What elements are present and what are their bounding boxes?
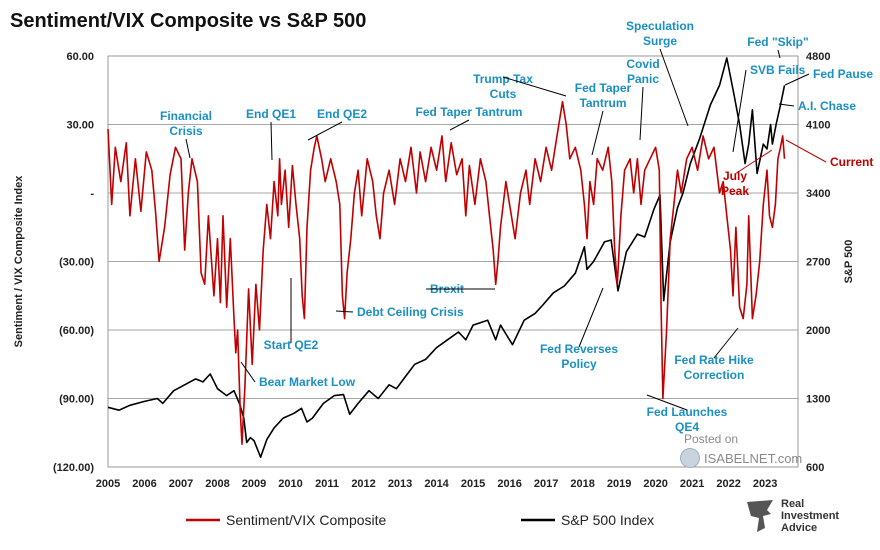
- y-right-tick-label: 4800: [806, 51, 830, 63]
- plot-frame: [107, 55, 799, 468]
- x-tick-label: 2006: [132, 478, 156, 490]
- x-tick-label: 2014: [424, 478, 449, 490]
- annotation-arrow: [335, 310, 354, 313]
- legend-entry-sp500-label: S&P 500 Index: [561, 512, 654, 528]
- brand-line1: Real: [781, 498, 805, 510]
- annotation-arrow: [270, 121, 273, 161]
- y-left-axis-label: Sentiment / VIX Composite Index: [13, 175, 25, 348]
- annotation-label: Start QE2: [264, 338, 319, 352]
- x-tick-label: 2010: [278, 478, 302, 490]
- y-right-tick-label: 2000: [806, 325, 830, 337]
- watermark: Posted on ISABELNET.com: [680, 432, 802, 468]
- watermark-line2: ISABELNET.com: [704, 450, 803, 466]
- annotation-arrow: [639, 86, 644, 141]
- annotation-label: Debt Ceiling Crisis: [357, 305, 464, 319]
- series-line-sentiment: [107, 100, 786, 445]
- y-left-tick-label: 30.00: [66, 120, 94, 132]
- annotation-label: Speculation Surge: [626, 19, 694, 48]
- axis-labels: Sentiment / VIX Composite Index S&P 500: [13, 175, 855, 348]
- y-left-tick-label: (30.00): [59, 257, 94, 269]
- annotation-label: Fed Taper Tantrum: [575, 81, 632, 110]
- plot-border: [107, 55, 799, 468]
- annotations: Financial Crisis End QE1 End QE2 Fed Taper T…: [160, 19, 873, 434]
- y-left-tick-label: 60.00: [66, 51, 94, 63]
- y-right-tick-label: 3400: [806, 188, 830, 200]
- annotation-label: SVB Fails: [750, 63, 806, 77]
- series-layer: [107, 57, 786, 458]
- annotation-label: Fed Rate Hike Correction: [674, 353, 754, 382]
- annotation-arrows: [185, 48, 827, 411]
- annotation-arrow: [732, 69, 747, 153]
- x-tick-label: 2009: [242, 478, 266, 490]
- annotation-arrow: [240, 361, 256, 383]
- x-tick-label: 2013: [388, 478, 412, 490]
- y-left-tick-label: (90.00): [59, 394, 94, 406]
- annotation-label: July Peak: [721, 169, 749, 198]
- x-tick-label: 2017: [534, 478, 558, 490]
- y-left-tick-label: (120.00): [53, 462, 94, 474]
- y-right-tick-label: 600: [806, 462, 824, 474]
- annotation-arrow: [591, 110, 604, 156]
- annotation-arrow: [449, 119, 470, 131]
- annotation-arrow: [713, 327, 739, 359]
- annotation-label: End QE2: [317, 107, 367, 121]
- y-left-tick-label: -: [90, 188, 94, 200]
- annotation-arrow: [646, 394, 688, 411]
- brand-line2: Investment: [781, 510, 840, 522]
- x-tick-label: 2023: [753, 478, 777, 490]
- chart-title: Sentiment/VIX Composite vs S&P 500: [10, 10, 367, 32]
- annotation-label: A.I. Chase: [798, 99, 856, 113]
- watermark-line1: Posted on: [684, 432, 739, 446]
- x-tick-label: 2011: [315, 478, 339, 490]
- x-tick-label: 2008: [205, 478, 229, 490]
- annotation-arrow: [734, 149, 773, 175]
- eagle-icon: [747, 500, 773, 532]
- annotation-label: Fed "Skip": [747, 35, 808, 49]
- y-right-axis-label: S&P 500: [843, 240, 855, 284]
- y-right-tick-label: 4100: [806, 120, 830, 132]
- annotation-label: Financial Crisis: [160, 109, 212, 138]
- annotation-arrow: [502, 76, 567, 97]
- annotation-label: End QE1: [246, 107, 296, 121]
- annotation-arrow: [185, 138, 191, 159]
- x-tick-label: 2016: [497, 478, 521, 490]
- y-right-tick-label: 2700: [806, 257, 830, 269]
- annotation-arrow: [578, 287, 604, 348]
- x-tick-label: 2012: [351, 478, 375, 490]
- annotation-label: Fed Reverses Policy: [540, 342, 618, 371]
- y-left-tick-label: (60.00): [59, 325, 94, 337]
- axis-ticks: 60.00 30.00 - (30.00) (60.00) (90.00) (120.00)…: [53, 51, 830, 490]
- legend-entry-sentiment-label: Sentiment/VIX Composite: [226, 512, 387, 528]
- y-right-tick-label: 1300: [806, 394, 830, 406]
- annotation-label: Fed Launches QE4: [647, 405, 728, 434]
- globe-icon: [680, 448, 700, 468]
- annotation-arrow: [307, 121, 343, 141]
- annotation-label: Trump Tax Cuts: [473, 72, 533, 101]
- brand-line3: Advice: [781, 522, 818, 534]
- annotation-arrow: [777, 49, 781, 59]
- x-tick-label: 2019: [607, 478, 631, 490]
- annotation-label: Current: [830, 155, 873, 169]
- x-tick-label: 2020: [643, 478, 667, 490]
- x-tick-label: 2018: [570, 478, 594, 490]
- x-tick-label: 2015: [461, 478, 485, 490]
- legend: Sentiment/VIX Composite S&P 500 Index: [186, 512, 654, 528]
- x-tick-label: 2005: [96, 478, 120, 490]
- annotation-arrow: [784, 73, 810, 86]
- annotation-arrow: [659, 48, 689, 127]
- annotation-label: Covid Panic: [626, 57, 659, 86]
- annotation-label: Fed Taper Tantrum: [416, 105, 523, 119]
- x-tick-label: 2022: [716, 478, 740, 490]
- brand-logo: Real Investment Advice: [745, 498, 839, 534]
- x-tick-label: 2007: [169, 478, 193, 490]
- annotation-arrow: [778, 103, 795, 107]
- annotation-arrow: [785, 139, 827, 163]
- annotation-label: Bear Market Low: [259, 375, 356, 389]
- x-tick-label: 2021: [680, 478, 704, 490]
- annotation-label: Fed Pause: [813, 67, 873, 81]
